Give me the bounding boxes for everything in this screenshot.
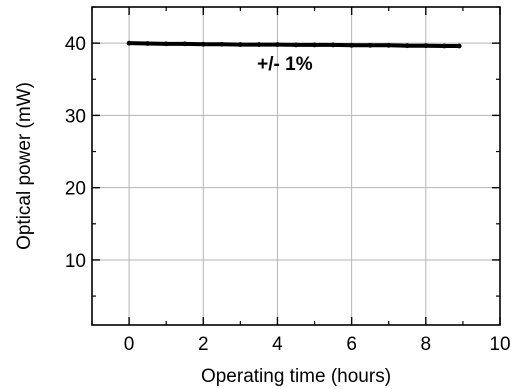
y-tick-label: 10 xyxy=(65,251,86,272)
data-point xyxy=(163,41,169,47)
y-tick-label: 20 xyxy=(65,179,86,200)
data-point xyxy=(367,42,373,48)
data-point xyxy=(441,43,447,49)
x-tick-label: 4 xyxy=(272,334,283,355)
data-point xyxy=(126,40,132,46)
data-point xyxy=(200,41,206,47)
data-point xyxy=(404,43,410,49)
data-point xyxy=(275,42,280,47)
y-axis-title: Optical power (mW) xyxy=(14,82,35,250)
data-point xyxy=(456,43,462,49)
annotation-label: +/- 1% xyxy=(257,54,313,75)
x-tick-label: 2 xyxy=(198,334,209,355)
data-point xyxy=(423,43,429,49)
data-point xyxy=(145,41,151,46)
y-tick-label: 30 xyxy=(65,106,86,127)
data-point xyxy=(312,42,317,48)
tick-marks xyxy=(91,6,501,325)
y-tick-label: 40 xyxy=(65,34,86,55)
data-point xyxy=(330,42,336,48)
x-tick-label: 6 xyxy=(346,334,357,355)
data-point xyxy=(237,42,243,47)
data-point xyxy=(349,42,355,48)
data-point xyxy=(219,41,225,47)
x-tick-label: 10 xyxy=(489,334,510,355)
x-tick-label: 8 xyxy=(421,334,432,355)
annotation-layer: +/- 1% xyxy=(257,54,313,75)
plot-frame xyxy=(91,6,501,326)
data-point xyxy=(293,42,299,48)
tick-labels: 0 2 4 6 8 10 10 20 30 40 xyxy=(65,34,511,355)
x-axis-title: Operating time (hours) xyxy=(201,366,391,387)
data-point xyxy=(256,42,262,47)
data-point xyxy=(182,41,188,47)
series-layer xyxy=(126,40,462,49)
data-point xyxy=(386,42,392,48)
x-tick-label: 0 xyxy=(124,334,135,355)
